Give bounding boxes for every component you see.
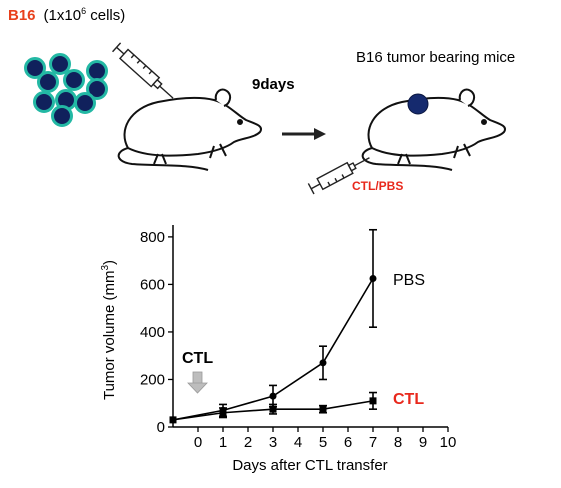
treatment-label: CTL/PBS xyxy=(352,179,404,193)
y-tick-label: 600 xyxy=(140,276,165,293)
x-tick-label: 8 xyxy=(394,434,402,451)
cell-icon xyxy=(86,78,108,100)
data-point-ctl xyxy=(219,409,227,417)
schematic-illustration xyxy=(24,42,506,195)
x-tick-label: 10 xyxy=(440,434,457,451)
mouse-icon xyxy=(361,88,506,171)
tumor-cell-cluster xyxy=(24,53,108,127)
mice-label: B16 tumor bearing mice xyxy=(356,49,516,66)
chart-marks: PBS CTL xyxy=(169,228,425,424)
y-axis-label-suffix: ) xyxy=(101,260,118,265)
cell-count-prefix: (1x10 xyxy=(43,7,82,24)
x-tick-label: 0 xyxy=(194,434,202,451)
x-tick-label: 6 xyxy=(344,434,352,451)
x-axis-label: Days after CTL transfer xyxy=(232,457,387,474)
syringe-icon xyxy=(307,157,370,195)
x-tick-label: 1 xyxy=(219,434,227,451)
tumor-icon xyxy=(407,93,429,115)
down-arrow-icon xyxy=(187,371,208,394)
cell-icon xyxy=(33,91,55,113)
x-tick-label: 7 xyxy=(369,434,377,451)
cell-count-suffix: cells) xyxy=(86,7,126,24)
cell-count-exponent: 6 xyxy=(81,6,87,16)
y-tick-label: 800 xyxy=(140,229,165,246)
ctl-annotation: CTL xyxy=(182,350,213,367)
right-arrow-icon xyxy=(282,128,326,140)
series-label-ctl: CTL xyxy=(393,391,424,408)
days-label: 9days xyxy=(252,76,295,93)
cell-icon xyxy=(63,69,85,91)
data-point-pbs xyxy=(269,392,277,400)
x-tick-label: 2 xyxy=(244,434,252,451)
x-tick-label: 5 xyxy=(319,434,327,451)
cell-icon xyxy=(24,57,46,79)
data-point-ctl xyxy=(319,405,327,413)
x-tick-label: 3 xyxy=(269,434,277,451)
y-tick-label: 0 xyxy=(157,419,165,436)
cell-icon xyxy=(49,53,71,75)
x-tick-label: 9 xyxy=(419,434,427,451)
cell-line-label: B16 xyxy=(8,7,36,24)
cell-icon xyxy=(37,71,59,93)
data-point-ctl xyxy=(169,416,177,424)
x-tick-label: 4 xyxy=(294,434,302,451)
data-point-pbs xyxy=(369,274,377,282)
data-point-pbs xyxy=(319,359,327,367)
cell-icon xyxy=(51,105,73,127)
y-axis-label-exponent: 3 xyxy=(100,265,111,271)
y-axis-label: Tumor volume (mm3) xyxy=(100,260,118,400)
cell-icon xyxy=(74,92,96,114)
data-point-ctl xyxy=(269,405,277,413)
y-tick-label: 200 xyxy=(140,371,165,388)
y-axis-label-prefix: Tumor volume (mm xyxy=(101,271,118,400)
mouse-icon xyxy=(117,88,262,171)
series-label-pbs: PBS xyxy=(393,272,425,289)
syringe-icon xyxy=(112,42,174,99)
data-point-ctl xyxy=(369,397,377,405)
cell-dose-label: B16 (1x106 cells) xyxy=(8,6,125,24)
y-tick-label: 400 xyxy=(140,324,165,341)
